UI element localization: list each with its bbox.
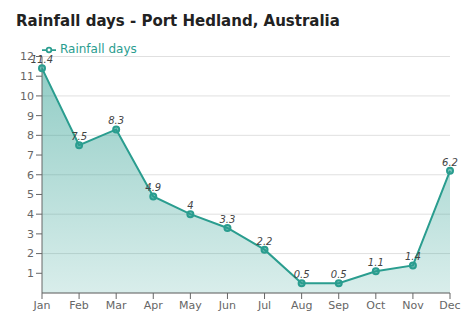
svg-text:Jul: Jul (257, 299, 271, 312)
svg-text:2.2: 2.2 (257, 236, 273, 247)
svg-text:Nov: Nov (402, 299, 424, 312)
svg-text:Feb: Feb (69, 299, 88, 312)
svg-text:3: 3 (27, 228, 34, 241)
svg-text:6: 6 (27, 169, 34, 182)
svg-text:Oct: Oct (366, 299, 386, 312)
svg-text:2: 2 (27, 247, 34, 260)
svg-text:May: May (179, 299, 202, 312)
svg-text:Apr: Apr (144, 299, 164, 312)
svg-text:8.3: 8.3 (108, 115, 124, 126)
svg-text:4: 4 (187, 200, 193, 211)
svg-text:Mar: Mar (106, 299, 127, 312)
svg-text:9: 9 (27, 110, 34, 123)
html-text:Rainfall days: Rainfall days (60, 42, 137, 56)
html-text:Rainfall days - Port Hedland,: Rainfall days - Port Hedland, Australia (16, 12, 340, 30)
svg-text:Dec: Dec (439, 299, 460, 312)
svg-text:1.1: 1.1 (368, 257, 384, 268)
svg-text:6.2: 6.2 (442, 157, 458, 168)
svg-text:4: 4 (27, 208, 34, 221)
svg-text:5: 5 (27, 188, 34, 201)
svg-text:8: 8 (27, 129, 34, 142)
svg-text:Aug: Aug (291, 299, 312, 312)
svg-text:1.4: 1.4 (405, 251, 421, 262)
svg-text:0.5: 0.5 (294, 269, 310, 280)
svg-text:10: 10 (20, 90, 34, 103)
svg-text:3.3: 3.3 (220, 214, 236, 225)
svg-text:11.4: 11.4 (31, 54, 53, 65)
svg-text:Jun: Jun (218, 299, 236, 312)
svg-text:7: 7 (27, 149, 34, 162)
svg-text:7.5: 7.5 (71, 131, 87, 142)
svg-text:4.9: 4.9 (145, 182, 161, 193)
svg-text:1: 1 (27, 267, 34, 280)
svg-text:Jan: Jan (33, 299, 51, 312)
svg-text:11: 11 (20, 70, 34, 83)
svg-text:0.5: 0.5 (331, 269, 347, 280)
svg-text:12: 12 (20, 50, 34, 64)
svg-text:Sep: Sep (328, 299, 349, 312)
